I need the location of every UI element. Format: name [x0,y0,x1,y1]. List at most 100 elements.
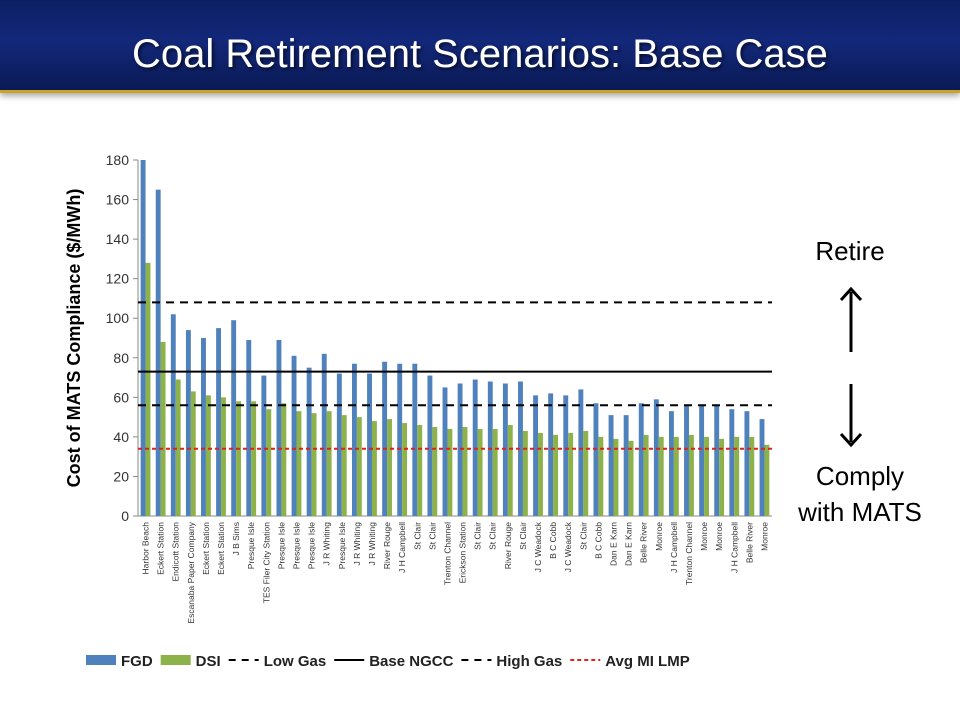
x-category-label: B C Cobb [548,522,558,559]
x-category-label: B C Cobb [593,522,603,559]
dsi-bar [371,421,377,516]
fgd-bar [246,339,252,516]
chart-container: 0 20 40 60 80 100 120 140 160 180 Cost of MATS Com… [58,148,778,678]
dsi-bar [568,432,574,516]
dsi-bar [643,434,649,516]
fgd-bar [518,381,523,516]
x-category-label: Dan E Karn [609,522,619,566]
dsi-bar [251,401,257,516]
dsi-bar [236,401,242,516]
x-category-label: J H Campbell [669,522,679,573]
dsi-bar [402,423,408,516]
fgd-bar [548,393,554,516]
fgd-bar [759,419,765,516]
x-category-label: River Rouge [382,522,392,570]
fgd-bar [699,405,705,516]
y-tick-label: 40 [113,429,129,445]
dsi-bar [673,436,679,516]
dsi-bar [553,434,559,516]
slide-title: Coal Retirement Scenarios: Base Case [132,32,828,76]
dsi-bar [583,430,589,516]
x-category-label: Eckert Station [201,522,211,575]
x-category-label: Presque Isle [307,522,317,570]
comply-label-line2: with MATS [798,497,922,527]
x-category-label: St Clair [473,522,483,550]
dsi-bar [432,427,438,516]
y-tick-label: 160 [106,192,130,208]
x-category-label: Monroe [714,522,724,551]
dsi-bar [281,403,287,516]
legend-dsi-swatch [160,655,191,665]
dsi-bar [447,428,453,516]
y-tick-label: 20 [113,468,129,484]
dsi-bar [688,434,694,516]
fgd-bar [533,395,539,516]
fgd-bar [276,339,282,516]
arrow-up-icon [839,286,863,352]
x-category-label: Belle River [639,522,649,563]
x-category-label: Endicott Station [171,522,181,582]
fgd-bar [321,353,327,516]
dsi-bar [326,411,332,516]
x-category-label: Presque Isle [276,522,286,570]
dsi-bar [417,425,423,516]
x-category-label: J R Whiting [322,522,332,566]
x-category-label: J C Weadock [533,521,543,572]
fgd-bar [442,387,448,516]
dsi-bar [492,428,498,516]
fgd-bar [140,160,146,516]
dsi-bar [628,440,634,516]
fgd-bar [397,363,403,516]
x-category-label: Dan E Karn [624,522,634,566]
x-category-label: St Clair [427,522,437,550]
legend-base-ngcc-label: Base NGCC [369,653,453,670]
dsi-bar [341,415,347,516]
fgd-bar [623,415,629,516]
x-category-label: St Clair [518,522,528,550]
dsi-bar [764,444,770,516]
x-category-label: J H Campbell [397,522,407,573]
x-category-label: J H Campbell [729,522,739,573]
fgd-bar [563,395,569,516]
y-tick-label: 100 [106,310,130,326]
dsi-bar [145,262,151,516]
x-category-label: River Rouge [503,522,513,570]
fgd-bar [155,189,161,516]
arrow-down-icon [839,384,863,448]
fgd-bar [593,403,599,516]
fgd-bar [336,373,342,516]
x-category-label: Presque Isle [246,522,256,570]
comply-label-line1: Comply [815,461,905,491]
legend-fgd-swatch [86,655,116,665]
fgd-bar [684,405,689,516]
fgd-bar [201,338,206,516]
dsi-bar [477,428,483,516]
dsi-bar [387,419,392,516]
legend-high-gas-label: High Gas [496,653,562,670]
legend-fgd-label: FGD [121,653,153,670]
dsi-bar [749,436,755,516]
x-category-label: Trenton Channel [684,522,694,585]
x-category-label: J R Whiting [352,522,362,566]
x-category-label: J C Weadock [563,521,573,572]
x-category-label: Monroe [654,522,664,551]
dsi-bar [205,395,211,516]
x-category-label: Belle River [744,522,754,563]
fgd-bar [729,409,735,516]
dsi-bar [734,436,740,516]
fgd-bar [412,363,418,516]
y-tick-label: 180 [106,152,130,168]
dsi-bar [311,413,317,516]
fgd-bar [306,367,312,516]
fgd-bar [261,375,267,516]
dsi-bar [598,436,604,516]
comply-label: Comply with MATS [780,458,940,530]
x-category-label: J R Whiting [367,522,377,566]
fgd-bar [427,375,433,516]
dsi-bar [658,436,664,516]
x-category-label: Presque Isle [337,522,347,570]
legend-low-gas-label: Low Gas [264,653,327,670]
y-tick-label: 0 [121,508,129,524]
x-category-label: Escanaba Paper Company [186,521,196,623]
x-category-label: Monroe [759,522,769,551]
